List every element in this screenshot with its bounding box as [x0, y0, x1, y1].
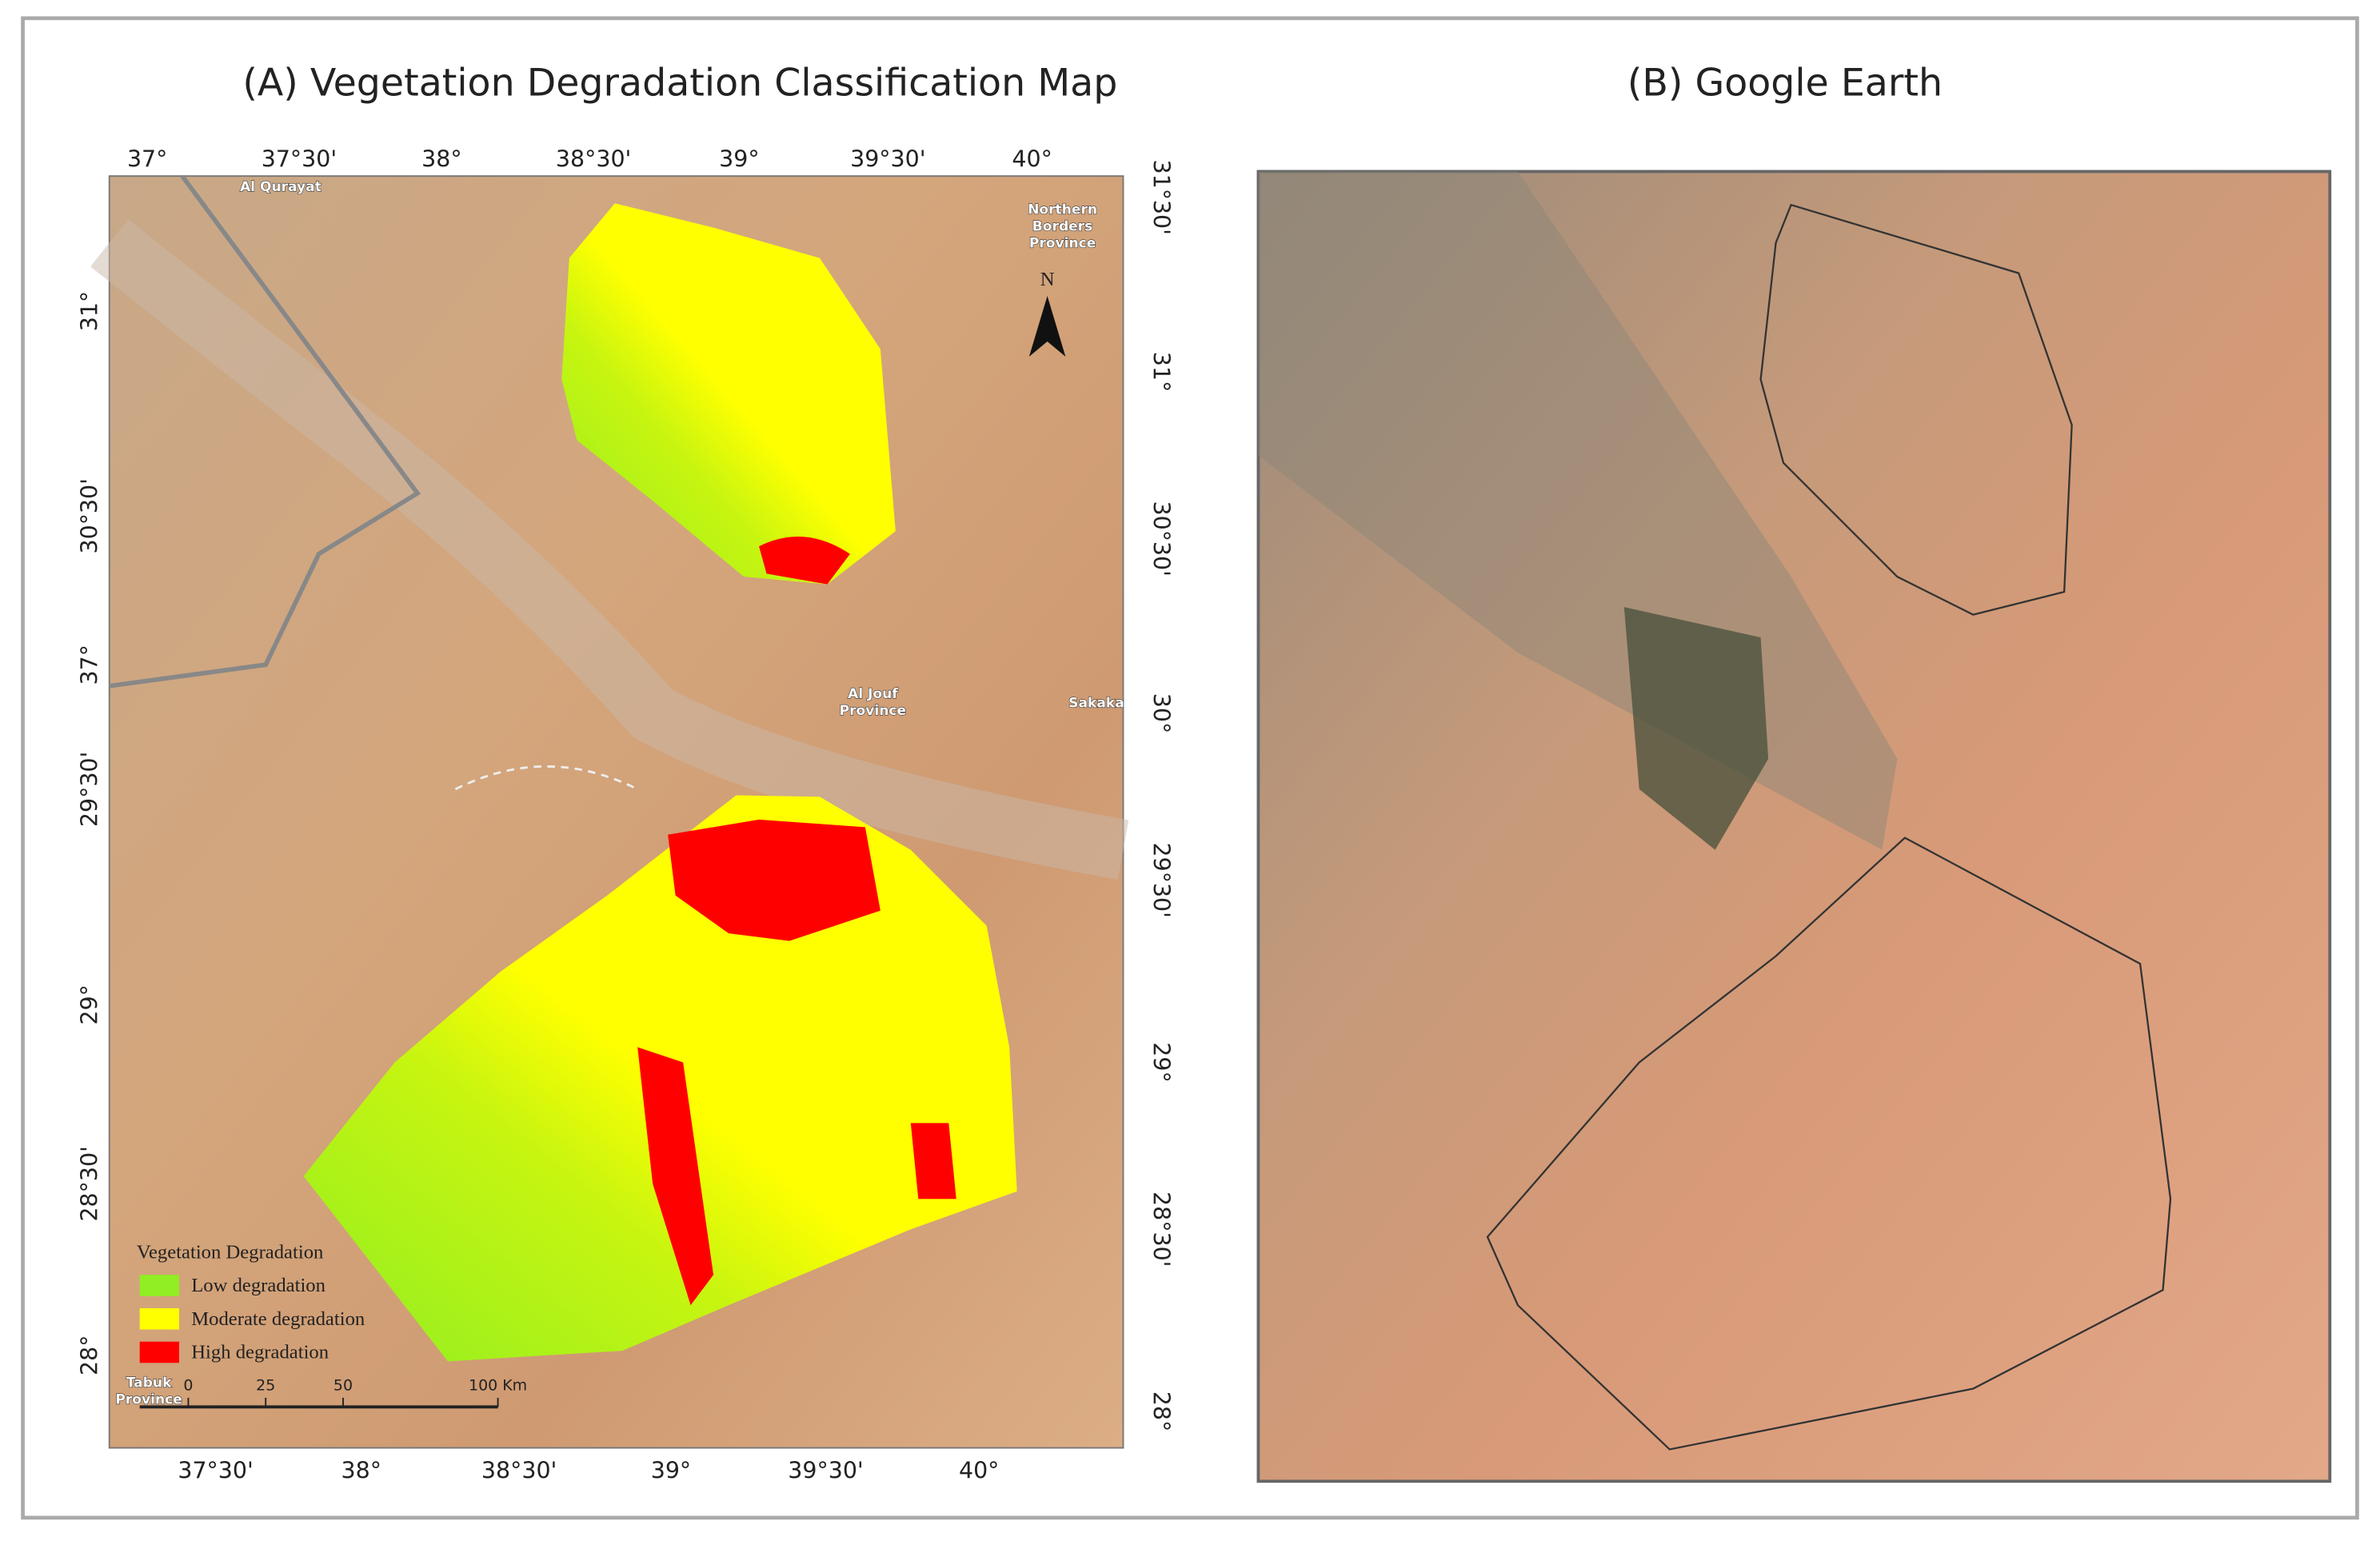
left-tick-label: 28°30' [77, 1146, 103, 1221]
scale-label: 25 [256, 1376, 275, 1394]
right-tick-label: 28° [1148, 1391, 1174, 1431]
right-tick-label: 31° [1148, 352, 1174, 392]
study-outline [1759, 203, 2073, 616]
left-tick-label: 29° [77, 984, 103, 1024]
high-patch [668, 819, 881, 941]
top-tick-label: 38°30' [556, 146, 631, 173]
panel-title: (A) Vegetation Degradation Classificatio… [242, 62, 1117, 106]
scale-label: 100 Km [469, 1376, 527, 1394]
farmland [1623, 607, 1769, 850]
top-tick-label: 40° [1012, 146, 1052, 173]
top-tick-label: 37° [127, 146, 167, 173]
high-patch [910, 1123, 956, 1200]
right-tick-label: 31°30' [1148, 159, 1174, 234]
north-arrow [1028, 296, 1066, 357]
left-tick-label: 29°30' [77, 752, 103, 827]
map-b [1256, 170, 2332, 1483]
legend-title: Vegetation Degradation [137, 1241, 323, 1263]
province-line [454, 765, 638, 791]
right-tick-label: 29° [1148, 1042, 1174, 1082]
place-label: Borders [1032, 218, 1093, 234]
legend-label: Moderate degradation [191, 1308, 365, 1330]
legend-swatch [139, 1275, 180, 1296]
high-patch [759, 537, 850, 585]
study-outline [1486, 836, 2172, 1451]
high-patch [637, 1047, 714, 1306]
place-label: Province [115, 1392, 182, 1408]
legend-swatch [139, 1307, 180, 1330]
top-tick-label: 37°30' [262, 146, 337, 173]
left-tick-label: 30°30' [77, 478, 103, 553]
left-tick-label: 31° [77, 291, 103, 331]
legend-label: High degradation [191, 1342, 329, 1363]
top-tick-label: 38° [421, 146, 461, 173]
border [109, 174, 421, 689]
bottom-tick-label: 39°30' [788, 1457, 863, 1483]
bottom-tick-label: 38°30' [481, 1457, 557, 1483]
place-label: Al Qurayat [240, 179, 321, 195]
north-label: N [1040, 269, 1055, 290]
place-label: Northern [1028, 202, 1097, 218]
scale-label: 50 [333, 1376, 353, 1394]
legend-swatch [139, 1341, 180, 1363]
scale-label: 0 [183, 1376, 193, 1394]
bottom-tick-label: 40° [959, 1457, 999, 1483]
map-a [90, 174, 1129, 1449]
right-tick-label: 30°30' [1148, 501, 1174, 576]
wadi [90, 218, 1129, 880]
left-tick-label: 28° [77, 1335, 103, 1375]
right-tick-label: 30° [1148, 693, 1174, 733]
place-label: Al Jouf [848, 686, 898, 702]
top-tick-label: 39° [719, 146, 759, 173]
right-tick-label: 28°30' [1148, 1192, 1174, 1267]
place-label: Province [840, 703, 907, 719]
place-label: Province [1029, 235, 1096, 251]
right-tick-label: 29°30' [1148, 843, 1174, 918]
place-label: Sakaka [1068, 695, 1124, 711]
bottom-tick-label: 39° [651, 1457, 691, 1483]
bottom-tick-label: 37°30' [178, 1457, 253, 1483]
study-area-north [561, 203, 896, 585]
left-tick-label: 37° [77, 645, 103, 685]
bottom-tick-label: 38° [341, 1457, 381, 1483]
map-background [1256, 170, 2332, 1483]
place-label: Tabuk [126, 1375, 172, 1391]
top-tick-label: 39°30' [850, 146, 925, 173]
legend-label: Low degradation [191, 1275, 325, 1296]
panel-title: (B) Google Earth [1627, 62, 1943, 106]
